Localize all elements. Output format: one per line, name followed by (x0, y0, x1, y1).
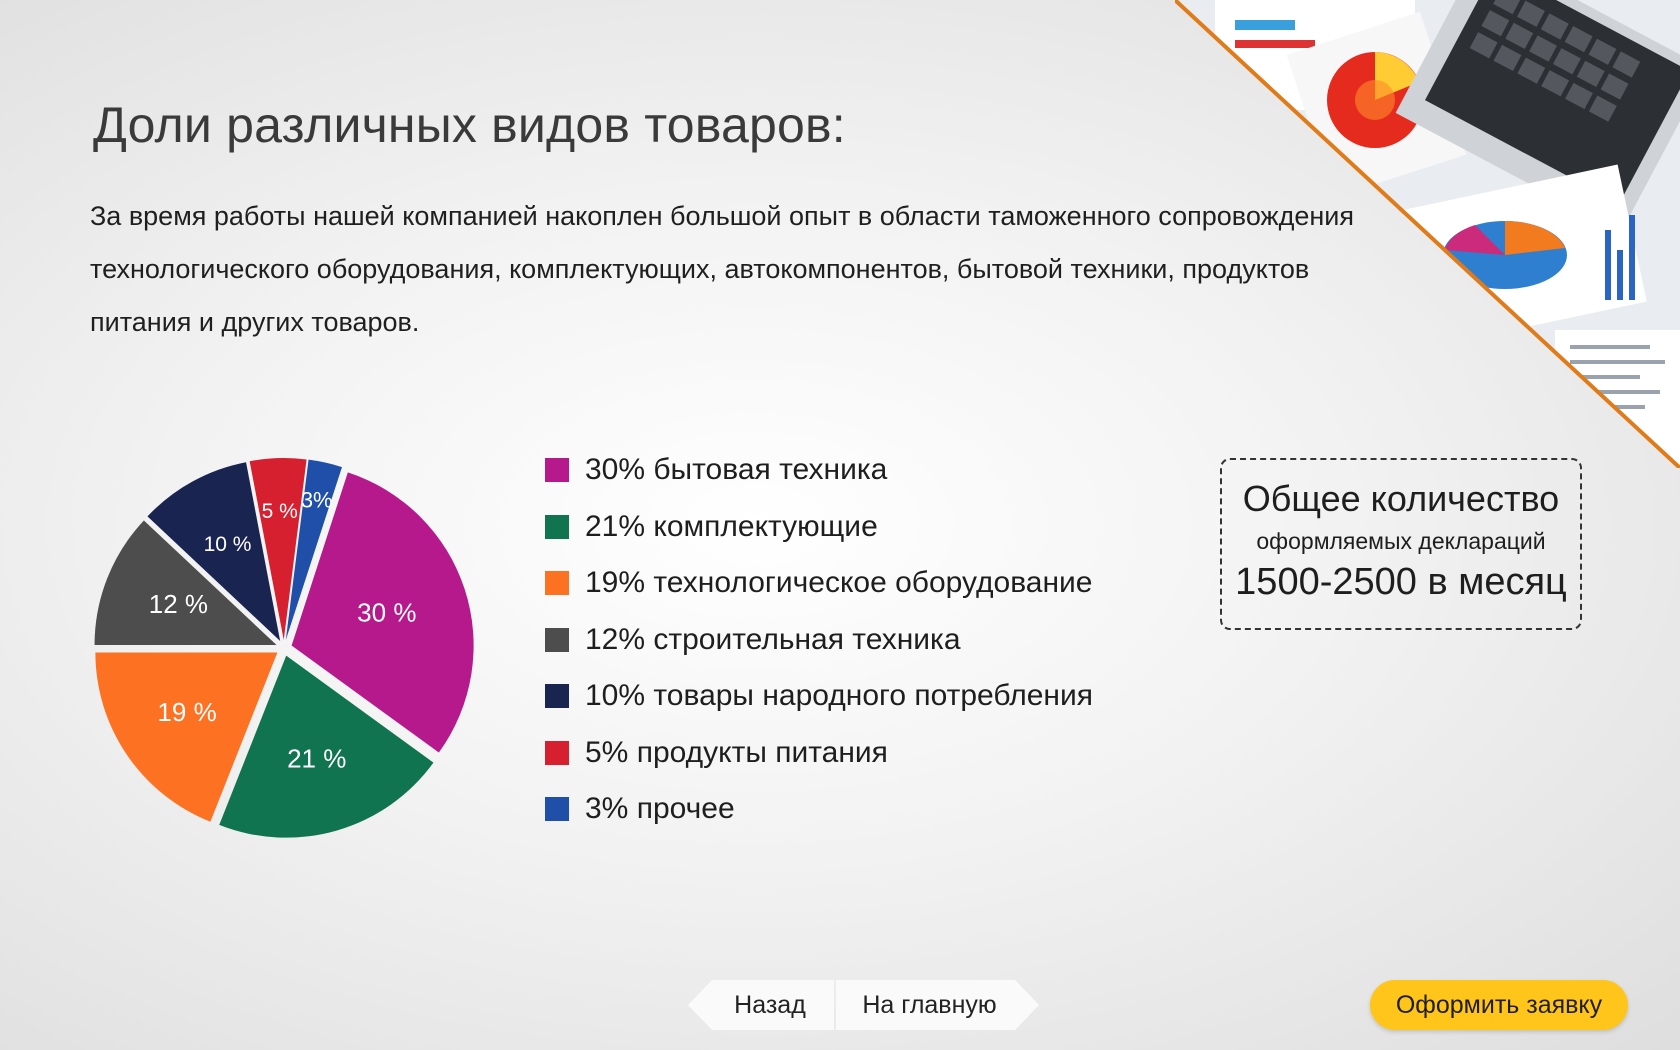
pie-slice (249, 458, 307, 641)
legend-swatch (545, 684, 569, 709)
legend-label: 21% комплектующие (585, 509, 878, 543)
legend-label: 10% товары народного потребления (585, 679, 1093, 713)
home-button[interactable]: На главную (836, 980, 1039, 1030)
pie-slice-label: 10 % (204, 533, 252, 556)
legend-label: 5% продукты питания (585, 735, 888, 769)
pie-slice-label: 3% (301, 487, 333, 512)
legend-label: 19% технологическое оборудование (585, 566, 1093, 600)
stat-heading: Общее количество (1242, 478, 1560, 519)
legend-item: 21% комплектующие (545, 499, 1093, 556)
pie-chart-legend: 30% бытовая техника 21% комплектующие 19% … (545, 442, 1093, 838)
stat-subheading: оформляемых деклараций (1256, 528, 1546, 554)
pie-slice-label: 12 % (149, 589, 208, 619)
declarations-stat-box: Общее количество оформляемых деклараций … (1220, 458, 1582, 630)
legend-item: 3% прочее (545, 781, 1093, 838)
pie-slice (95, 652, 278, 822)
legend-item: 12% строительная техника (545, 612, 1093, 669)
legend-item: 19% технологическое оборудование (545, 555, 1093, 612)
legend-label: 3% прочее (585, 792, 735, 826)
legend-label: 30% бытовая техника (585, 453, 888, 487)
legend-swatch (545, 458, 569, 483)
page-title: Доли различных видов товаров: (93, 97, 846, 153)
pie-slice-label: 30 % (357, 597, 416, 627)
legend-swatch (545, 797, 569, 822)
back-button[interactable]: Назад (688, 980, 834, 1030)
legend-item: 30% бытовая техника (545, 442, 1093, 499)
pie-slice (285, 459, 342, 641)
pie-slice-label: 21 % (287, 743, 346, 773)
goods-share-pie-chart: 30 % 21 % 19 % 12 % 10 % 5 % 3% (94, 458, 474, 838)
legend-item: 5% продукты питания (545, 725, 1093, 782)
stat-value: 1500-2500 в месяц (1235, 561, 1567, 603)
pie-slice (94, 520, 277, 646)
legend-swatch (545, 740, 569, 765)
pie-slice-label: 19 % (157, 697, 216, 727)
pie-slice-label: 5 % (262, 500, 298, 523)
legend-label: 12% строительная техника (585, 622, 961, 656)
legend-item: 10% товары народного потребления (545, 668, 1093, 725)
intro-paragraph: За время работы нашей компанией накоплен… (90, 201, 1354, 337)
pie-slice (219, 655, 434, 838)
legend-swatch (545, 514, 569, 539)
legend-swatch (545, 571, 569, 596)
pie-slice (291, 472, 474, 753)
pie-slice (147, 462, 281, 641)
submit-request-button[interactable]: Оформить заявку (1370, 980, 1628, 1030)
legend-swatch (545, 627, 569, 652)
